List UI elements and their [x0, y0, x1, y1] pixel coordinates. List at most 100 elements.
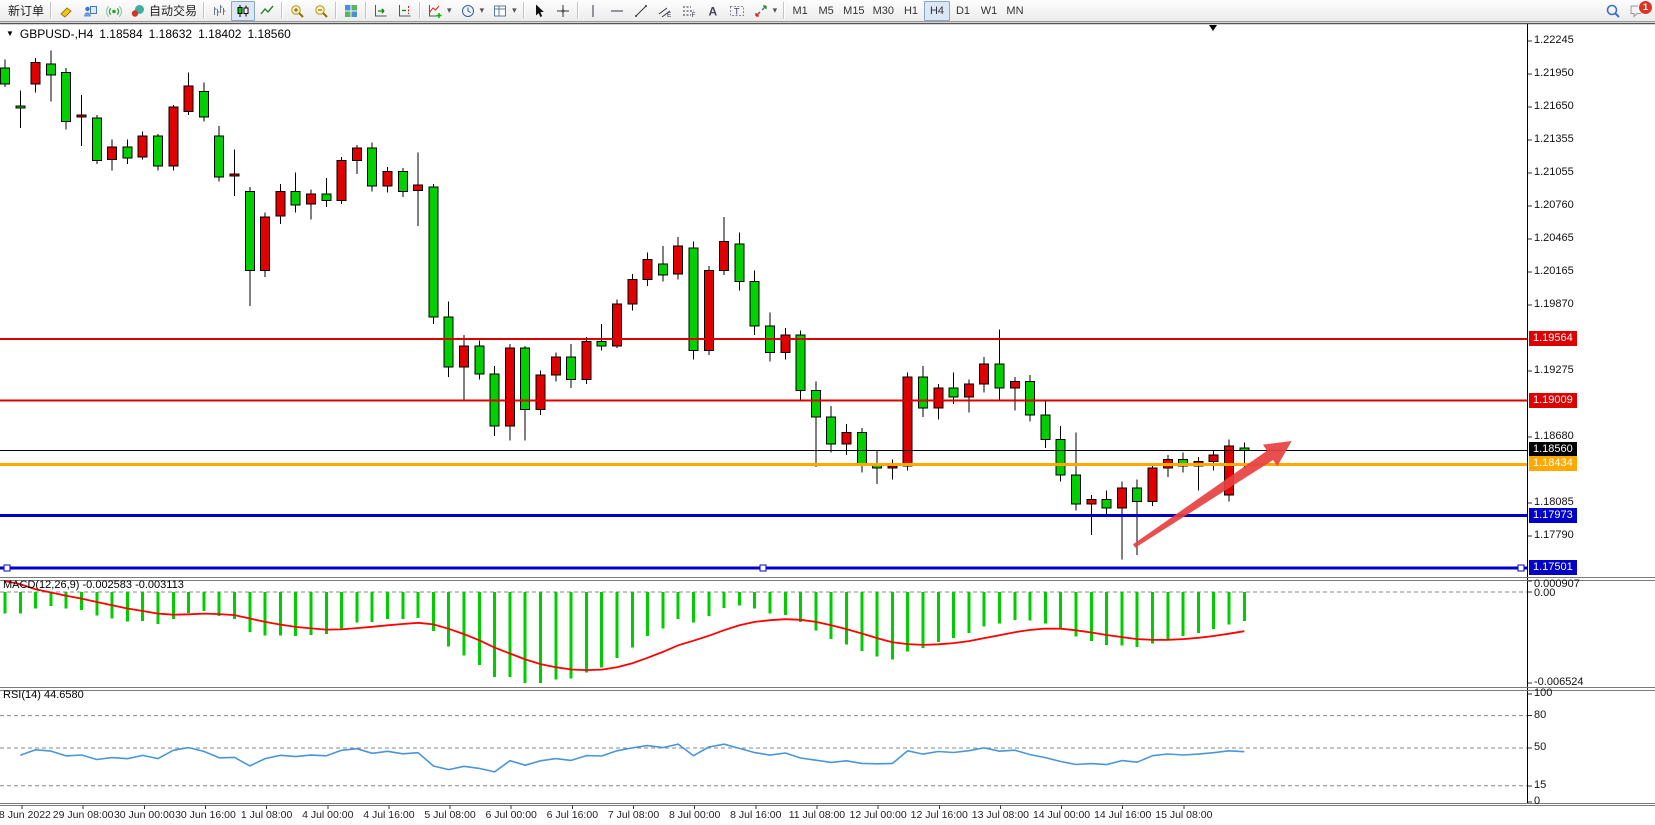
rsi-value: 44.6580	[43, 689, 84, 701]
rsi-name: RSI(14)	[3, 689, 41, 701]
auto-scroll-button[interactable]	[369, 1, 393, 21]
macd-signal	[4, 580, 1245, 672]
tile-windows-button[interactable]	[339, 1, 363, 21]
rsi-line	[20, 743, 1245, 773]
label-icon: T	[729, 3, 745, 19]
time-axis-label: 4 Jul 16:00	[363, 809, 415, 821]
timeframe-m1-button[interactable]: M1	[787, 1, 813, 21]
chart-shift-button[interactable]	[393, 1, 417, 21]
timeframe-m5-button-label: M5	[818, 4, 834, 17]
trendline-icon	[633, 3, 649, 19]
time-axis-label: 30 Jun 16:00	[175, 809, 236, 821]
toolbar-separator	[522, 2, 524, 19]
auto-scroll-icon	[373, 3, 389, 19]
chart-dropdown-icon[interactable]: ▼	[6, 28, 14, 38]
price-line-badge: 1.19564	[1529, 330, 1577, 346]
timeframe-w1-button[interactable]: W1	[976, 1, 1002, 21]
vertical-line-button[interactable]	[581, 1, 605, 21]
time-axis-label: 14 Jul 00:00	[1032, 809, 1091, 821]
periods-dropdown-icon[interactable]: ▾	[479, 5, 485, 15]
auto-trading-button[interactable]: 自动交易	[126, 1, 201, 21]
line-selection-handle[interactable]	[3, 564, 11, 572]
price-line-badge: 1.18560	[1529, 442, 1577, 458]
time-axis-label: 6 Jul 16:00	[546, 809, 599, 821]
chart-frame	[0, 22, 1655, 806]
indicators-dropdown-icon[interactable]: ▾	[447, 5, 452, 15]
price-tick-label: 1.19870	[1534, 297, 1574, 310]
line-selection-handle[interactable]	[759, 564, 767, 572]
zoom-in-icon	[289, 3, 305, 19]
arrows-dropdown-icon[interactable]: ▾	[772, 5, 778, 15]
notifications-button[interactable]: 1	[1625, 0, 1653, 21]
candlestick-chart-button[interactable]	[231, 0, 256, 21]
templates-button[interactable]: ▾	[488, 1, 521, 21]
price-tick-label: 1.20165	[1534, 265, 1574, 278]
time-axis-label: 29 Jun 08:00	[52, 809, 114, 821]
timeframe-h1-button-label: H1	[903, 4, 918, 17]
line-chart-button[interactable]	[255, 1, 279, 21]
fibonacci-button[interactable]: F	[677, 1, 701, 21]
line-chart-icon	[259, 3, 275, 19]
price-tick-label: 1.20465	[1534, 231, 1574, 244]
svg-text:F: F	[691, 12, 695, 19]
bar-chart-button[interactable]	[207, 1, 231, 21]
ohlc-low: 1.18402	[198, 27, 242, 41]
timeframe-m5-button[interactable]: M5	[813, 1, 839, 21]
ohlc-open: 1.18584	[99, 27, 143, 41]
price-tick-label: 1.22245	[1534, 34, 1574, 46]
zoom-in-button[interactable]	[285, 1, 309, 21]
indicators-button[interactable]: ▾	[423, 1, 456, 21]
macd-histogram	[3, 592, 1246, 683]
crosshair-button[interactable]	[551, 1, 575, 21]
market-watch-button[interactable]	[78, 1, 102, 21]
timeframe-mn-button-label: MN	[1006, 4, 1024, 17]
equidistant-channel-icon: E	[657, 3, 673, 19]
macd-axis-label: -0.006524	[1534, 676, 1584, 688]
timeframe-d1-button[interactable]: D1	[950, 1, 976, 21]
macd-indicator-label: MACD(12,26,9) -0.002583 -0.003113	[3, 579, 184, 591]
macd-signal-value: -0.003113	[135, 579, 184, 591]
time-axis-label: 5 Jul 08:00	[424, 809, 476, 821]
macd-axis-label: 0.000907	[1534, 578, 1580, 590]
timeframe-h4-button[interactable]: H4	[923, 0, 950, 21]
timeframe-m1-button-label: M1	[792, 4, 808, 17]
timeframe-m30-button[interactable]: M30	[869, 1, 898, 21]
trendline-button[interactable]	[629, 1, 653, 21]
order-history-icon	[58, 3, 74, 19]
equidistant-channel-button[interactable]: E	[653, 1, 677, 21]
signal-icon	[106, 3, 122, 19]
tile-windows-icon	[343, 3, 359, 19]
macd-axis-label: 0.00	[1534, 587, 1556, 599]
line-selection-handle[interactable]	[1517, 564, 1525, 572]
cursor-button[interactable]	[527, 1, 551, 21]
text-button[interactable]: A	[701, 1, 725, 21]
time-axis-label: 12 Jul 00:00	[849, 809, 907, 821]
label-button[interactable]: T	[725, 1, 749, 21]
toolbar: 新订单 自动交易 ▾ ▾ ▾ E F A T ▾ M1 M5 M15 M30 H1 H4 D1 W1 MN 1	[0, 0, 1655, 22]
signal-button[interactable]	[102, 1, 126, 21]
zoom-out-button[interactable]	[309, 1, 333, 21]
timeframe-mn-button[interactable]: MN	[1002, 1, 1028, 21]
toolbar-separator	[335, 2, 337, 19]
horizontal-line-button[interactable]	[605, 1, 629, 21]
timeframe-h1-button[interactable]: H1	[898, 1, 924, 21]
price-line-badge: 1.17973	[1529, 507, 1577, 523]
time-axis-label: 4 Jul 00:00	[302, 809, 354, 821]
ohlc-close: 1.18560	[247, 27, 291, 41]
horizontal-line-objects[interactable]	[0, 337, 1527, 572]
trend-arrow-annotation[interactable]	[1133, 441, 1292, 548]
new-order-button[interactable]: 新订单	[4, 1, 48, 21]
toolbar-separator	[203, 2, 205, 19]
templates-dropdown-icon[interactable]: ▾	[512, 5, 517, 15]
order-history-button[interactable]	[54, 1, 78, 21]
periods-button[interactable]: ▾	[456, 1, 489, 21]
svg-text:E: E	[667, 12, 672, 19]
arrows-button[interactable]: ▾	[749, 1, 782, 21]
rsi-axis-label: 50	[1534, 741, 1547, 753]
toolbar-separator	[576, 2, 578, 19]
search-button[interactable]	[1601, 1, 1625, 21]
svg-text:T: T	[734, 6, 740, 16]
indicators-icon	[427, 3, 443, 19]
timeframe-m15-button[interactable]: M15	[839, 1, 868, 21]
